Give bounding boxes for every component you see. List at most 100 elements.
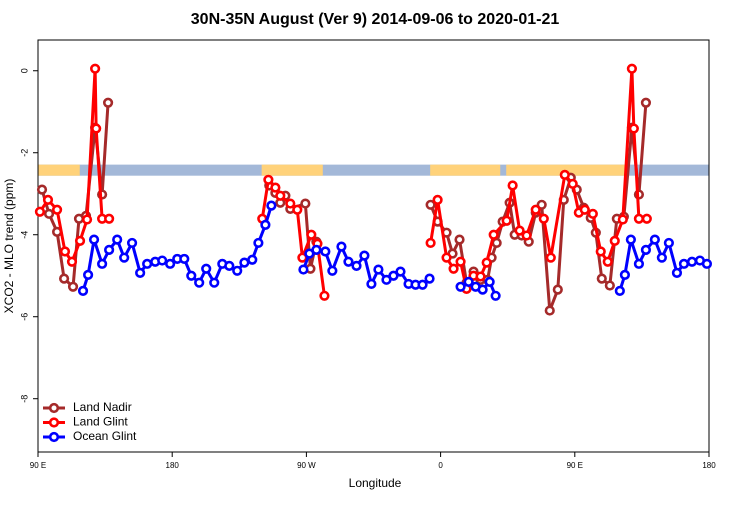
chart-title: 30N-35N August (Ver 9) 2014-09-06 to 202… <box>191 11 560 28</box>
point <box>477 284 488 295</box>
point <box>51 204 63 215</box>
point <box>388 270 399 281</box>
point <box>327 265 338 276</box>
point <box>579 204 590 215</box>
point <box>266 200 277 211</box>
point <box>126 237 138 249</box>
point <box>66 256 78 267</box>
point <box>490 290 501 301</box>
legend-marker <box>48 417 60 428</box>
point <box>501 215 512 226</box>
point <box>567 178 578 189</box>
point <box>448 263 459 274</box>
point <box>484 276 495 287</box>
legend-label: Land Nadir <box>73 400 132 414</box>
point <box>253 237 264 249</box>
point <box>425 237 436 249</box>
land-strip <box>430 164 501 176</box>
point <box>514 225 525 236</box>
point <box>320 246 331 257</box>
point <box>641 213 652 224</box>
point <box>686 256 698 267</box>
point <box>441 252 452 263</box>
point <box>297 252 308 263</box>
point <box>454 234 465 245</box>
point <box>656 252 667 263</box>
point <box>559 169 570 180</box>
point <box>343 256 354 267</box>
point <box>142 258 153 269</box>
point <box>609 235 620 246</box>
ocean-strip <box>38 164 709 176</box>
point <box>602 256 613 267</box>
point <box>455 256 466 267</box>
point <box>625 234 636 245</box>
point <box>224 260 235 271</box>
x-tick-label: 90 W <box>297 461 316 470</box>
point <box>614 285 625 296</box>
y-tick-label: -4 <box>19 231 29 239</box>
point <box>619 269 631 281</box>
point <box>530 204 541 215</box>
point <box>395 266 406 277</box>
point <box>292 204 303 215</box>
point <box>628 123 639 134</box>
series-line <box>40 102 648 312</box>
point <box>640 244 652 255</box>
point <box>604 280 615 291</box>
point <box>239 257 250 268</box>
legend-label: Ocean Glint <box>73 429 137 443</box>
point <box>298 264 309 275</box>
point <box>455 281 466 292</box>
point <box>488 229 499 240</box>
point <box>351 260 362 271</box>
point <box>104 244 115 255</box>
point <box>649 234 660 245</box>
point <box>119 252 130 263</box>
point <box>112 234 123 245</box>
point <box>194 277 205 288</box>
point <box>678 258 690 269</box>
x-tick-label: 180 <box>702 461 716 470</box>
point <box>663 237 674 249</box>
point <box>481 257 492 268</box>
point <box>475 271 486 282</box>
point <box>74 235 86 246</box>
point <box>545 252 556 263</box>
legend-marker <box>48 402 60 414</box>
point <box>102 97 114 108</box>
x-tick-label: 0 <box>438 461 443 470</box>
land-strip <box>38 164 80 176</box>
legend-marker <box>48 431 60 443</box>
point <box>91 123 102 134</box>
y-tick-label: -6 <box>19 313 29 321</box>
point <box>507 180 518 191</box>
point <box>633 213 645 224</box>
x-tick-label: 90 E <box>30 461 46 470</box>
point <box>306 229 317 240</box>
point <box>43 208 55 219</box>
point <box>285 198 296 209</box>
point <box>432 194 443 205</box>
point <box>336 241 347 252</box>
point <box>617 214 628 225</box>
point <box>179 253 190 265</box>
point <box>552 284 563 295</box>
point <box>491 237 502 249</box>
point <box>366 278 377 290</box>
point <box>209 277 220 288</box>
point <box>135 267 146 278</box>
point <box>311 244 322 255</box>
point <box>425 199 436 210</box>
point <box>247 254 258 265</box>
point <box>521 230 532 241</box>
point <box>88 234 100 245</box>
point <box>671 267 683 278</box>
point <box>417 279 428 290</box>
point <box>596 273 607 284</box>
point <box>359 250 370 261</box>
point <box>34 206 46 217</box>
point <box>263 174 274 185</box>
point <box>595 246 606 257</box>
point <box>270 182 281 193</box>
